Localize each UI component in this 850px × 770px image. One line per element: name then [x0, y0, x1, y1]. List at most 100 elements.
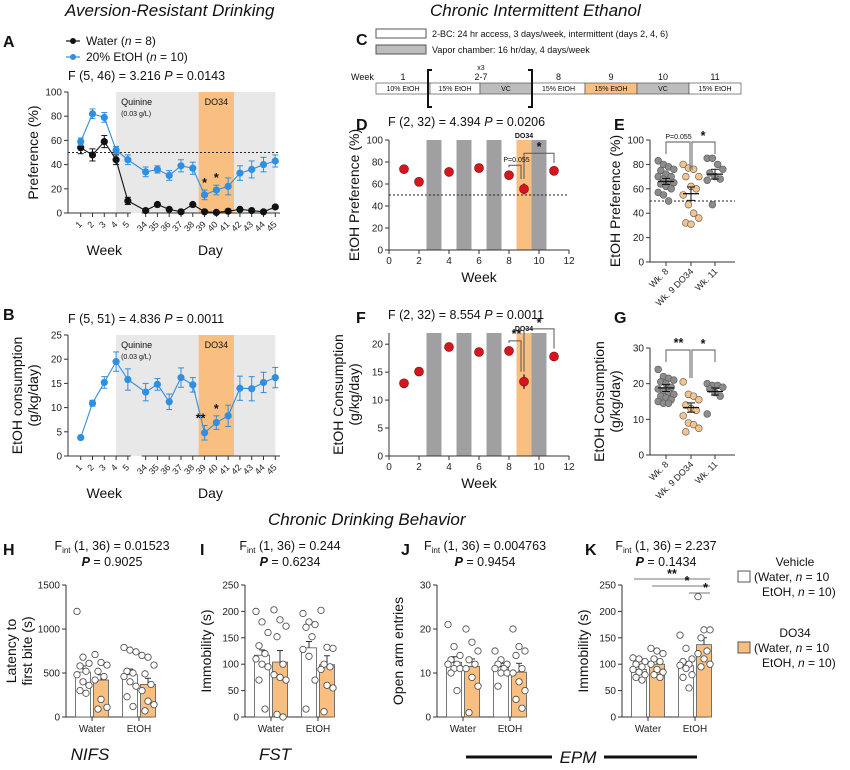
data-point: [515, 642, 523, 651]
timeline-week: 10: [658, 72, 668, 82]
y-tick-label: 60: [633, 184, 645, 195]
data-point: [414, 366, 424, 377]
section-title-cie: Chronic Intermittent Ethanol: [430, 1, 642, 20]
data-point: [100, 672, 108, 681]
x-tick-label: 5: [121, 462, 132, 473]
data-point: [462, 664, 470, 673]
data-point: [282, 622, 290, 630]
data-point: [676, 661, 684, 669]
data-point: [682, 428, 690, 436]
data-point: [100, 113, 108, 122]
data-point: [689, 392, 698, 400]
data-point: [129, 702, 137, 711]
data-point: [456, 651, 464, 660]
x-tick-label: EtOH: [306, 724, 330, 735]
data-point: [670, 179, 678, 187]
data-point: [635, 655, 643, 663]
y-tick-label: 40: [633, 209, 645, 220]
y-tick-label: 10: [51, 403, 63, 414]
x-axis-label-week: Week: [87, 242, 124, 258]
data-point: [697, 634, 705, 642]
x-tick-label: EtOH: [498, 724, 522, 735]
data-point: [635, 668, 643, 676]
data-point: [276, 673, 284, 682]
data-point: [311, 676, 319, 684]
y-tick-label: 5: [377, 424, 383, 435]
stat-fint: Fint (1, 36) = 0.004763: [424, 539, 546, 555]
legend-vapor-label: Vapor chamber: 16 hr/day, 4 days/week: [432, 45, 590, 55]
bracket-label: *: [701, 129, 706, 143]
data-point: [515, 678, 523, 686]
y-tick-label: 200: [599, 607, 616, 618]
data-point: [667, 185, 675, 193]
bracket: [665, 141, 691, 170]
y-tick-label: 5: [56, 427, 62, 438]
legend-do34-title: DO34: [779, 626, 811, 640]
data-point: [311, 620, 319, 629]
x-tick-label: Water: [79, 724, 106, 735]
data-point: [414, 177, 424, 187]
data-point: [91, 676, 99, 684]
stat-title: F (2, 32) = 8.554 P = 0.0011: [388, 308, 544, 322]
data-point: [323, 681, 331, 689]
stat-fint: Fint (1, 36) = 0.244: [239, 539, 340, 555]
data-point: [688, 655, 696, 663]
x-tick-label: 2: [85, 462, 96, 473]
data-point: [261, 705, 269, 713]
y-axis-label: EtOH Consumption: [330, 334, 346, 455]
data-point: [282, 676, 290, 684]
panel-letter-b: B: [3, 307, 15, 324]
data-point: [689, 165, 698, 173]
x-tick-label: 2: [85, 219, 96, 230]
data-point: [141, 670, 149, 678]
data-point: [77, 434, 85, 442]
data-point: [236, 205, 244, 213]
data-point: [703, 410, 711, 418]
data-point: [638, 663, 646, 671]
significance-marker: **: [196, 412, 206, 426]
data-point: [692, 185, 700, 193]
data-point: [465, 656, 473, 664]
data-point: [252, 607, 260, 616]
data-point: [258, 660, 266, 668]
x-tick-label: 12: [563, 256, 575, 267]
data-point: [100, 138, 108, 146]
y-tick-label: 80: [51, 112, 63, 123]
caption-nifs: NIFS: [71, 745, 110, 764]
data-point: [153, 200, 162, 209]
bracket-right: [528, 69, 533, 108]
legend-do34-swatch: [737, 641, 751, 654]
y-axis-label: EtOH Preference (%): [346, 129, 362, 261]
data-point: [317, 665, 325, 674]
chart-d: F (2, 32) = 4.394 P = 0.0206DO3402040608…: [346, 115, 575, 285]
data-point: [654, 157, 662, 165]
data-point: [189, 164, 197, 172]
y-axis-label: Preference (%): [25, 105, 41, 199]
data-point: [261, 650, 269, 658]
data-point: [177, 162, 185, 170]
bracket-label: *: [537, 316, 542, 330]
data-point: [682, 172, 690, 181]
data-point: [447, 669, 455, 677]
legend-vapor-swatch: [375, 44, 427, 55]
x-tick-label: 6: [476, 256, 482, 267]
data-point: [518, 664, 526, 673]
bracket-label: P=0.055: [503, 157, 529, 164]
bar-do34: [272, 661, 288, 718]
data-point: [689, 209, 698, 217]
data-point: [694, 593, 702, 601]
data-point: [112, 156, 120, 164]
data-point: [509, 669, 517, 677]
data-point: [76, 686, 84, 695]
stat-p: P = 0.1434: [636, 555, 697, 569]
data-point: [399, 164, 409, 174]
timeline-week: 8: [556, 72, 561, 82]
vapor-bar: [426, 333, 442, 456]
data-point: [248, 206, 256, 215]
timeline-week: 2-7: [474, 72, 487, 82]
data-point: [653, 647, 661, 655]
data-point: [88, 110, 97, 118]
data-point: [73, 671, 81, 679]
x-tick-label: 12: [563, 462, 575, 473]
data-point: [512, 695, 520, 704]
